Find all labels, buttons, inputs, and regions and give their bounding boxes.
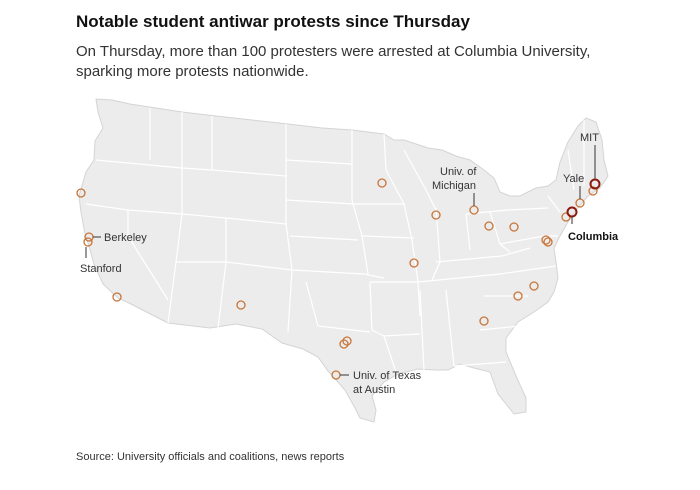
state-border (479, 315, 537, 331)
mit-marker[interactable] (589, 178, 601, 190)
state-border (351, 130, 369, 275)
state-border (305, 281, 371, 333)
us-outline (78, 98, 609, 423)
protest-marker[interactable] (431, 210, 441, 220)
map-labels: MIT Yale Columbia Univ. of Michigan Berk… (80, 132, 619, 396)
protest-marker[interactable] (112, 292, 122, 302)
protest-marker[interactable] (484, 221, 494, 231)
land (78, 98, 609, 423)
protest-marker[interactable] (342, 336, 352, 346)
berkeley-label: Berkeley (104, 232, 147, 244)
state-border (403, 149, 437, 211)
chart-title: Notable student antiwar protests since T… (76, 12, 470, 31)
protest-marker[interactable] (83, 237, 93, 247)
state-border (217, 261, 227, 329)
protest-marker[interactable] (339, 339, 349, 349)
state-border (285, 199, 355, 205)
protest-marker[interactable] (509, 222, 519, 232)
yale-label: Yale (563, 173, 584, 185)
protest-marker[interactable] (513, 291, 523, 301)
state-border (567, 149, 575, 191)
state-border (167, 261, 177, 324)
texas-label-line1: Univ. of Texas (353, 370, 422, 382)
state-borders (85, 108, 585, 373)
protest-marker[interactable] (479, 316, 489, 326)
protest-marker[interactable] (588, 186, 598, 196)
mit-label: MIT (580, 132, 599, 144)
state-border (419, 289, 425, 371)
state-border (289, 235, 359, 241)
state-border (176, 213, 227, 263)
state-border (291, 269, 385, 279)
michigan-label-line1: Univ. of (440, 166, 477, 178)
protest-marker[interactable] (529, 281, 539, 291)
state-border (453, 361, 507, 367)
columbia-label: Columbia (568, 231, 619, 243)
protest-marker[interactable] (236, 300, 246, 310)
leader-lines (85, 145, 596, 376)
state-border (383, 333, 421, 337)
state-border (369, 281, 397, 373)
protest-marker[interactable] (543, 237, 553, 247)
texas-label-line2: at Austin (353, 384, 395, 396)
state-border (383, 133, 405, 205)
protest-marker[interactable] (541, 235, 551, 245)
state-border (445, 289, 455, 367)
protest-marker[interactable] (76, 188, 86, 198)
protest-marker[interactable] (409, 258, 419, 268)
state-border (225, 217, 293, 271)
protest-markers (76, 178, 598, 380)
state-border (85, 203, 169, 301)
state-border (287, 269, 293, 333)
state-border (547, 195, 561, 213)
state-border (127, 209, 183, 215)
michigan-label-line2: Michigan (432, 180, 476, 192)
stanford-label: Stanford (80, 263, 122, 275)
highlight-markers (566, 178, 601, 218)
state-border (361, 235, 415, 239)
source-note: Source: University officials and coaliti… (76, 451, 345, 463)
state-border (417, 265, 557, 283)
state-border (465, 207, 549, 215)
columbia-marker[interactable] (566, 206, 578, 218)
state-border (285, 159, 353, 165)
state-border (465, 213, 471, 251)
state-border (435, 247, 531, 263)
state-border (403, 203, 419, 283)
chart-subtitle: On Thursday, more than 100 protesters we… (76, 43, 591, 80)
protest-marker[interactable] (377, 178, 387, 188)
